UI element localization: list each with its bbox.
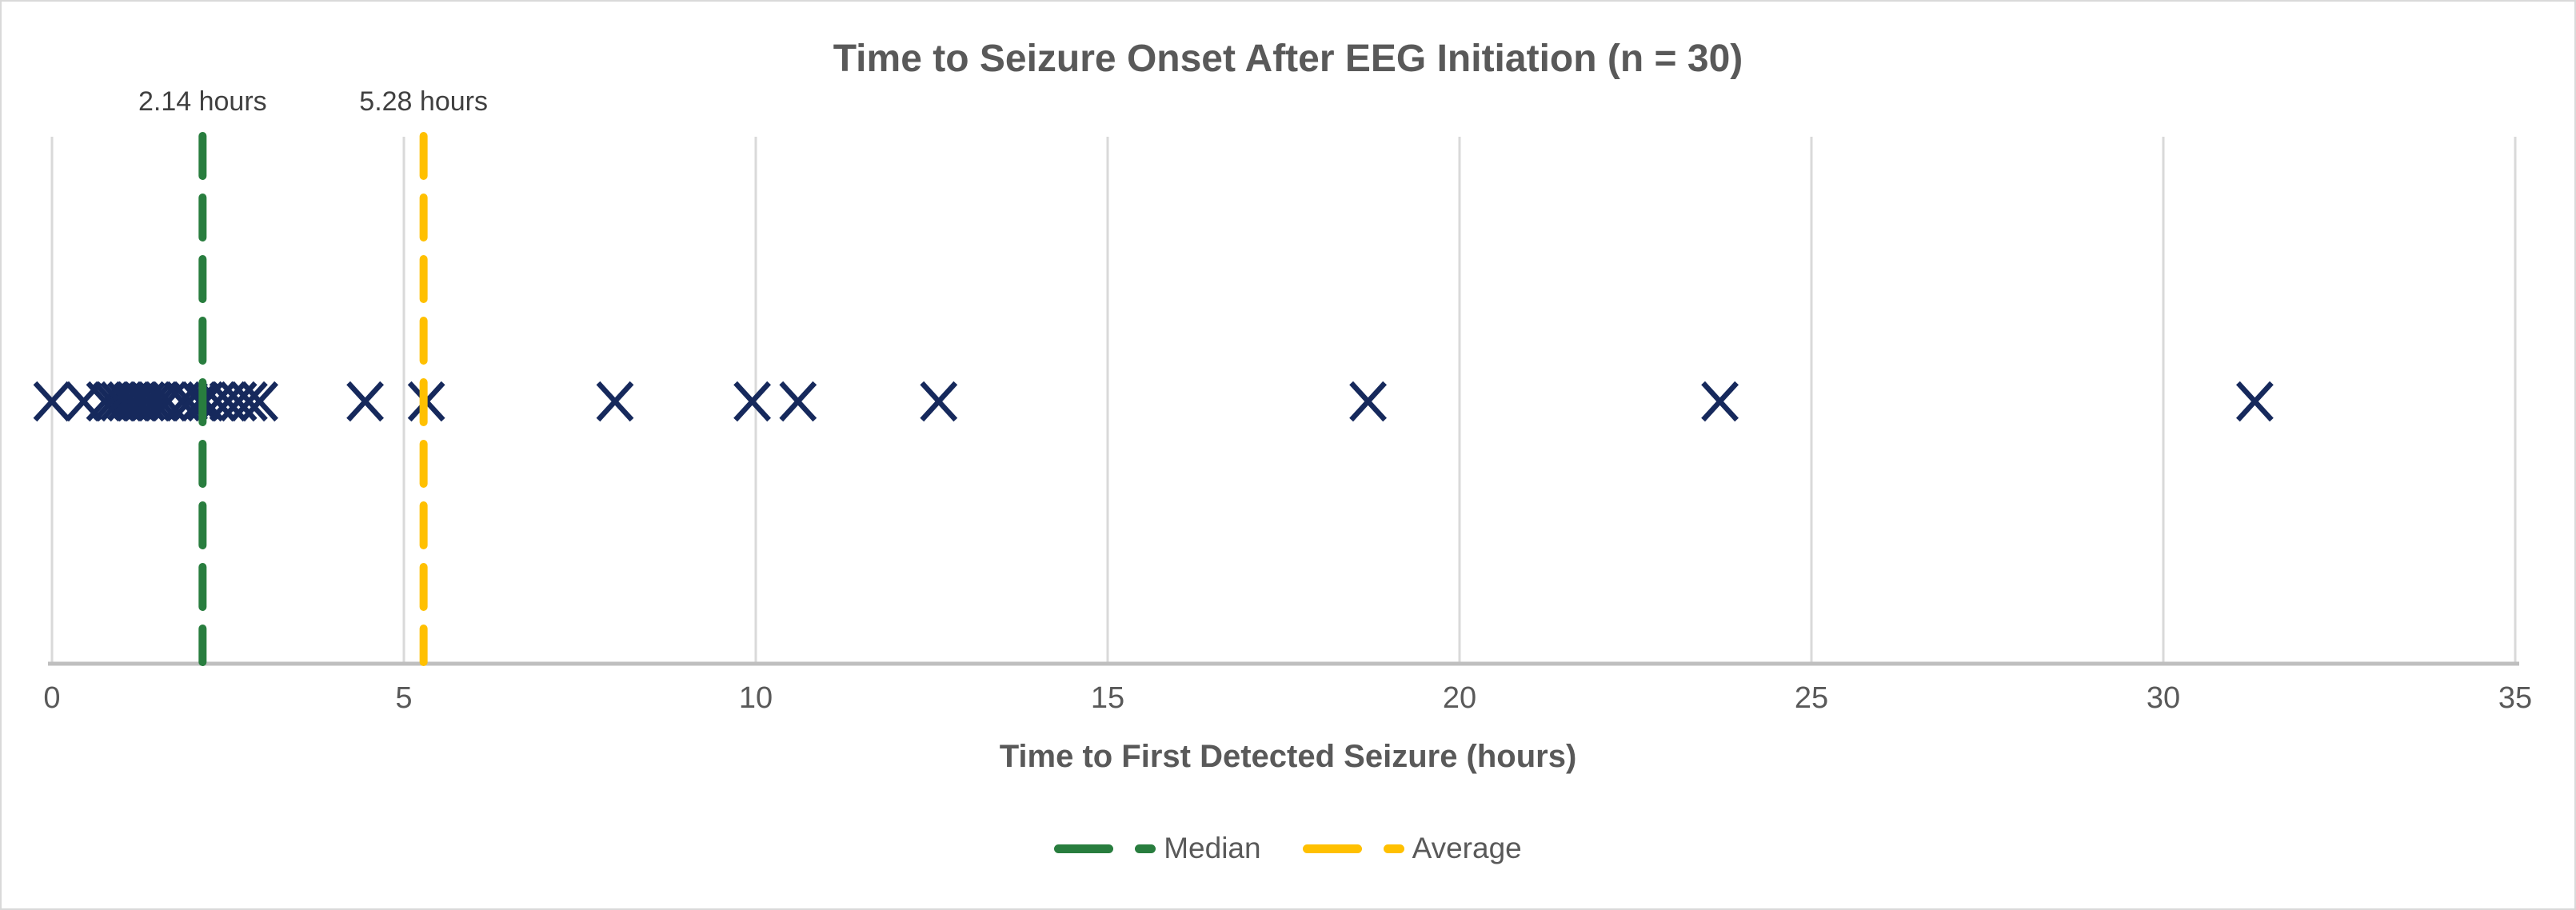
median-annotation: 2.14 hours [138, 86, 267, 117]
average-dash-long-icon [1302, 844, 1362, 853]
average-dash-short-icon [1383, 844, 1404, 853]
average-annotation: 5.28 hours [359, 86, 488, 117]
median-dash-long-icon [1054, 844, 1114, 853]
legend: Median Average [2, 832, 2574, 865]
legend-item-median: Median [1054, 832, 1261, 865]
median-dash-short-icon [1135, 844, 1156, 853]
chart-title: Time to Seizure Onset After EEG Initiati… [833, 38, 1743, 80]
legend-label-median: Median [1164, 832, 1261, 864]
legend-item-average: Average [1302, 832, 1522, 865]
x-axis-title: Time to First Detected Seizure (hours) [999, 739, 1577, 774]
legend-label-average: Average [1412, 832, 1522, 864]
